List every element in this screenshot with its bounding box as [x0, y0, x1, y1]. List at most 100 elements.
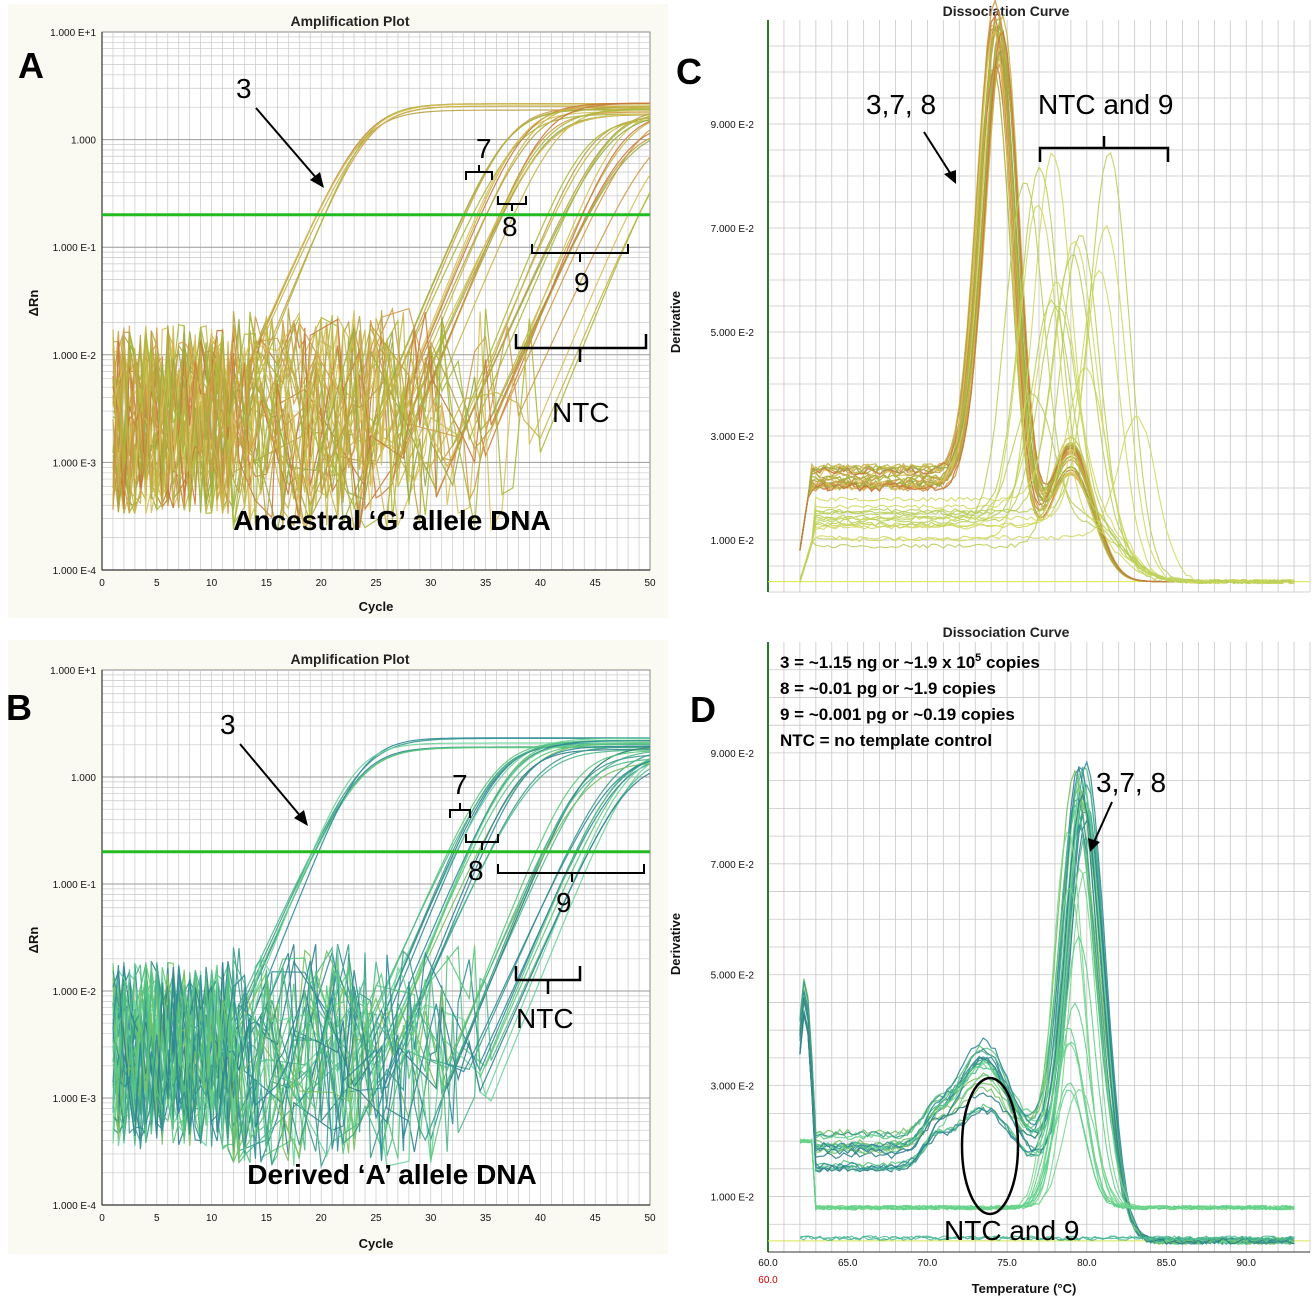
- panel-a-label-3: 3: [236, 73, 252, 104]
- panel-b-arrowhead-3: [294, 810, 308, 826]
- y-tick-label: 9.000 E-2: [711, 749, 755, 760]
- panel-c-arrow-378: [923, 131, 953, 177]
- amplification-curve: [112, 759, 651, 1161]
- panel-a-bracket-ntc: [514, 334, 648, 362]
- amplification-curve: [112, 758, 651, 1121]
- panel-b-label-3: 3: [220, 709, 236, 740]
- panel-b-label-ntc: NTC: [516, 1003, 574, 1034]
- y-tick-label: 1.000 E+1: [50, 666, 96, 677]
- y-tick-label: 1.000 E-3: [53, 1094, 97, 1105]
- panel-b-xlabel: Cycle: [359, 1236, 394, 1251]
- panel-b-bracket-8: [465, 834, 499, 850]
- panel-a-arrow-3: [255, 107, 319, 181]
- x-tick-label: 25: [370, 1213, 382, 1224]
- amplification-curve: [112, 750, 651, 1161]
- amplification-curve: [112, 760, 651, 1162]
- x-tick-label: 85.0: [1157, 1258, 1177, 1269]
- panel-b-label-7: 7: [452, 769, 468, 800]
- panel-a-ylabel: ΔRn: [26, 290, 41, 317]
- amplification-curve: [112, 746, 651, 1152]
- panel-d-x-subtick: 60.0: [758, 1275, 778, 1286]
- panel-d-note-1-main: 3 = ~1.15 ng or ~1.9 x 10: [780, 653, 975, 672]
- x-tick-label: 60.0: [758, 1258, 778, 1269]
- amplification-curve: [112, 762, 651, 1158]
- x-tick-label: 0: [99, 1213, 105, 1224]
- y-tick-label: 7.000 E-2: [711, 224, 755, 235]
- x-tick-label: 15: [261, 1213, 273, 1224]
- x-tick-label: 35: [480, 1213, 492, 1224]
- panel-d-arrowhead-378: [1088, 838, 1100, 852]
- x-tick-label: 40: [535, 578, 547, 589]
- y-tick-label: 1.000 E-2: [53, 987, 97, 998]
- amplification-curve: [112, 754, 651, 1146]
- x-tick-label: 65.0: [838, 1258, 858, 1269]
- panel-a-bracket-9: [531, 244, 629, 262]
- amplification-curve: [112, 139, 651, 528]
- y-tick-label: 1.000: [71, 773, 96, 784]
- amplification-curve: [112, 174, 651, 532]
- y-tick-label: 1.000 E-1: [53, 243, 97, 254]
- x-tick-label: 70.0: [918, 1258, 938, 1269]
- panel-d-arrow-378: [1093, 801, 1113, 843]
- y-tick-label: 1.000 E+1: [50, 28, 96, 39]
- panel-b-label-9: 9: [556, 887, 572, 918]
- panel-d-note-1-post: copies: [981, 653, 1040, 672]
- panel-a-label-ntc: NTC: [552, 397, 610, 428]
- x-tick-label: 90.0: [1237, 1258, 1257, 1269]
- panel-a-bracket-7: [465, 165, 493, 180]
- panel-c-arrowhead-378: [944, 170, 956, 184]
- amplification-curve: [112, 762, 651, 1163]
- panel-d-curves: [799, 759, 1295, 1246]
- y-tick-label: 1.000 E-1: [53, 880, 97, 891]
- y-tick-label: 1.000 E-2: [711, 536, 755, 547]
- panel-a-label-9: 9: [574, 267, 590, 298]
- y-tick-label: 1.000 E-2: [53, 351, 97, 362]
- panel-c-ylabel: Derivative: [668, 291, 683, 353]
- panel-d-x-ticks: 60.0 65.0 70.0 75.0 80.0 85.0 90.0: [758, 1258, 1256, 1269]
- panel-a-curves: [112, 102, 651, 532]
- x-tick-label: 30: [425, 1213, 437, 1224]
- panel-a-title: Amplification Plot: [291, 13, 410, 29]
- melt-curve-flat: [799, 1235, 1295, 1241]
- x-tick-label: 30: [425, 578, 437, 589]
- x-tick-label: 0: [99, 578, 105, 589]
- panel-c-curves: [799, 0, 1295, 585]
- y-tick-label: 5.000 E-2: [711, 328, 755, 339]
- panel-a-letter: A: [18, 45, 44, 86]
- panel-c-bracket-ntc9: [1038, 136, 1170, 162]
- panel-b-arrow-3: [239, 743, 303, 819]
- panel-d: Dissociation Curve 9.000 E-2 7.000 E-2 5.0…: [668, 624, 1311, 1296]
- melt-curve-flat: [799, 1235, 1295, 1241]
- x-tick-label: 40: [535, 1213, 547, 1224]
- panel-d-xlabel: Temperature (°C): [972, 1281, 1077, 1296]
- x-tick-label: 10: [206, 578, 218, 589]
- panel-d-y-ticks: 9.000 E-2 7.000 E-2 5.000 E-2 3.000 E-2 1.00…: [711, 749, 755, 1204]
- x-tick-label: 50: [644, 578, 656, 589]
- amplification-curve: [112, 193, 651, 529]
- x-tick-label: 45: [590, 578, 602, 589]
- panel-d-letter: D: [690, 689, 716, 730]
- x-tick-label: 20: [316, 578, 328, 589]
- x-tick-label: 5: [154, 1213, 160, 1224]
- panel-a-bracket-8: [497, 196, 527, 211]
- amplification-curve: [112, 192, 651, 527]
- panel-c-label-ntc9: NTC and 9: [1038, 89, 1173, 120]
- y-tick-label: 1.000 E-4: [53, 1201, 97, 1212]
- panel-d-ntc-ellipse: [960, 1076, 1020, 1216]
- x-tick-label: 45: [590, 1213, 602, 1224]
- panel-c-grid: [767, 20, 1311, 593]
- panel-b-bracket-7: [449, 803, 471, 818]
- melt-curve-ntc: [799, 165, 1295, 585]
- panel-b-letter: B: [6, 687, 32, 728]
- panel-d-note-4: NTC = no template control: [780, 731, 992, 750]
- x-tick-label: 50: [644, 1213, 656, 1224]
- panel-d-label-ntc9: NTC and 9: [944, 1215, 1079, 1246]
- x-tick-label: 5: [154, 578, 160, 589]
- panel-b-bracket-9: [497, 864, 645, 882]
- panel-b-y-ticks: 1.000 E+1 1.000 1.000 E-1 1.000 E-2 1.000 E-…: [50, 666, 96, 1212]
- melt-curve-ntc: [799, 415, 1295, 585]
- panel-b-label-8: 8: [468, 855, 484, 886]
- melt-curve-ntc: [799, 1041, 1295, 1211]
